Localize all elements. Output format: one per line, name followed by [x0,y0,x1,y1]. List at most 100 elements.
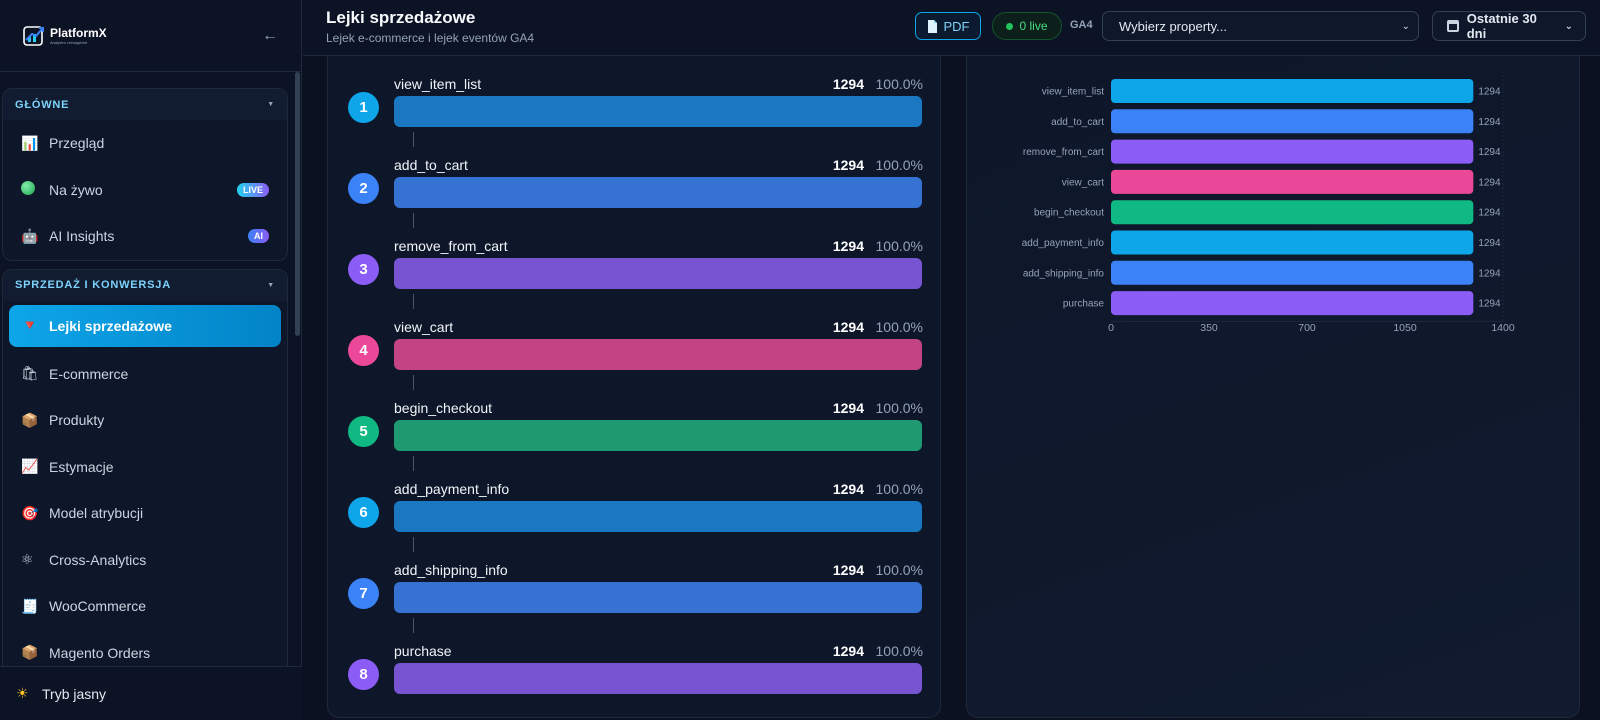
chart-value-label: 1294 [1478,299,1501,310]
bar-chart-icon: 📊 [21,134,39,151]
funnel-step-count: 1294 [832,562,864,578]
pdf-export-button[interactable]: PDF [915,12,981,40]
sidebar-item-ecommerce[interactable]: 🛍 E-commerce [3,351,287,398]
funnel-step[interactable]: 1 view_item_list 1294 100.0% [328,76,942,157]
atom-icon: ⚛ [21,551,34,568]
live-count-label: 0 live [1019,19,1048,33]
chart-bar[interactable] [1111,109,1474,134]
funnel-step-count: 1294 [832,319,864,335]
ga4-label: GA4 [1070,19,1093,31]
date-range-button[interactable]: Ostatnie 30 dni ⌄ [1432,11,1586,41]
sidebar-item-label: WooCommerce [49,598,146,615]
chart-category-label: remove_from_cart [1023,147,1104,158]
funnel-step[interactable]: 7 add_shipping_info 1294 100.0% [328,562,942,643]
funnel-step-percent: 100.0% [875,319,923,335]
funnel-step[interactable]: 6 add_payment_info 1294 100.0% [328,481,942,562]
funnel-step-percent: 100.0% [875,400,923,416]
chart-panel: view_item_list 1294 add_to_cart 1294 remove_… [966,56,1580,718]
sidebar-item-model-atrybucji[interactable]: 🎯 Model atrybucji [3,490,287,537]
sidebar-item-cross-analytics[interactable]: ⚛ Cross-Analytics [3,537,287,584]
sidebar-item-label: Przegląd [49,135,105,152]
funnel-step-name: view_cart [394,319,454,335]
document-icon [927,19,937,33]
funnel-step-count: 1294 [832,643,864,659]
caret-icon: ▼ [267,101,275,108]
chart-bar[interactable] [1111,200,1474,225]
nav-group-main: GŁÓWNE ▼ 📊 Przegląd Na żywo LIVE 🤖 AI In… [2,88,288,261]
funnel-step[interactable]: 3 remove_from_cart 1294 100.0% [328,238,942,319]
chart-bar[interactable] [1111,169,1474,194]
chevron-down-icon: ⌄ [1401,20,1410,32]
funnel-step-name: add_payment_info [394,481,510,497]
funnel-step-connector [413,213,414,228]
sidebar-item-przeglad[interactable]: 📊 Przegląd [3,120,287,167]
nav-group-header[interactable]: SPRZEDAŻ I KONWERSJA ▼ [3,269,287,301]
funnel-step-number: 7 [348,578,379,609]
logo[interactable]: PlatformX Analytics reimagined [22,24,107,48]
sun-icon: ☀ [16,685,29,701]
chart-category-label: add_payment_info [1022,238,1105,249]
logo-bar: PlatformX Analytics reimagined ← [0,0,301,72]
funnel-step[interactable]: 4 view_cart 1294 100.0% [328,319,942,400]
sidebar-item-produkty[interactable]: 📦 Produkty [3,397,287,444]
sidebar-item-label: Lejki sprzedażowe [49,317,172,334]
sidebar-nav[interactable]: GŁÓWNE ▼ 📊 Przegląd Na żywo LIVE 🤖 AI In… [0,72,302,666]
sidebar-item-lejki[interactable]: 🔻 Lejki sprzedażowe [9,304,281,347]
funnel-step-number: 5 [348,416,379,447]
sidebar-item-label: Estymacje [49,458,114,475]
funnel-step-number: 8 [348,659,379,690]
chart-bar[interactable] [1111,79,1474,103]
date-range-label: Ostatnie 30 dni [1466,11,1537,41]
funnel-step-number: 1 [348,92,379,123]
funnel-step-count: 1294 [832,157,864,173]
logo-name: PlatformX [50,25,107,40]
funnel-step-name: add_to_cart [394,157,468,173]
funnel-step[interactable]: 2 add_to_cart 1294 100.0% [328,157,942,238]
funnel-step-count: 1294 [832,76,864,92]
chart-bar[interactable] [1111,230,1474,255]
sidebar-scrollbar[interactable] [295,72,300,666]
chart-bar[interactable] [1111,291,1474,316]
sidebar-item-label: Cross-Analytics [49,551,147,568]
funnel-step-connector [413,537,414,552]
calendar-icon [1447,20,1459,32]
funnel-step-name: remove_from_cart [394,238,508,254]
live-users-badge[interactable]: 0 live [992,12,1062,40]
chart-x-tick-label: 0 [1108,322,1114,334]
funnel-step-bar [394,177,922,208]
chart-value-label: 1294 [1478,208,1501,219]
funnel-step-number: 2 [348,173,379,204]
funnel-step-bar [394,339,922,370]
chart-x-tick-label: 350 [1200,322,1218,334]
sidebar-item-na-zywo[interactable]: Na żywo LIVE [3,167,287,214]
property-select[interactable]: Wybierz property... ⌄ [1102,11,1419,41]
chart-category-label: begin_checkout [1034,208,1104,219]
caret-icon: ▼ [267,281,275,289]
scrollbar-thumb[interactable] [295,72,300,336]
trend-chart-icon: 📈 [21,458,39,475]
sidebar: PlatformX Analytics reimagined ← GŁÓWNE … [0,0,302,720]
funnel-step-connector [413,618,414,633]
live-badge: LIVE [236,182,269,197]
sidebar-item-woocommerce[interactable]: 🧾 WooCommerce [3,583,287,630]
theme-toggle-button[interactable]: ☀ Tryb jasny [0,666,302,720]
funnel-step[interactable]: 5 begin_checkout 1294 100.0% [328,400,942,481]
chart-bar[interactable] [1111,260,1474,285]
funnel-step-percent: 100.0% [875,76,923,92]
sidebar-item-magento-orders[interactable]: 📦 Magento Orders [3,630,287,667]
chart-category-label: view_cart [1062,177,1104,188]
funnel-step[interactable]: 8 purchase 1294 100.0% [328,643,942,720]
funnel-step-count: 1294 [832,400,864,416]
robot-icon: 🤖 [21,227,39,244]
live-status-dot-icon [1006,22,1014,30]
nav-group-header[interactable]: GŁÓWNE ▼ [3,89,287,120]
funnel-step-number: 3 [348,254,379,285]
sidebar-item-estymacje[interactable]: 📈 Estymacje [3,444,287,491]
funnel-step-count: 1294 [832,481,864,497]
collapse-sidebar-button[interactable]: ← [259,25,281,47]
chart-value-label: 1294 [1478,147,1501,158]
funnel-step-percent: 100.0% [875,238,923,254]
chart-bar[interactable] [1111,139,1474,164]
sidebar-item-ai-insights[interactable]: 🤖 AI Insights AI [3,213,287,260]
shopping-bag-icon: 🛍 [21,365,39,382]
